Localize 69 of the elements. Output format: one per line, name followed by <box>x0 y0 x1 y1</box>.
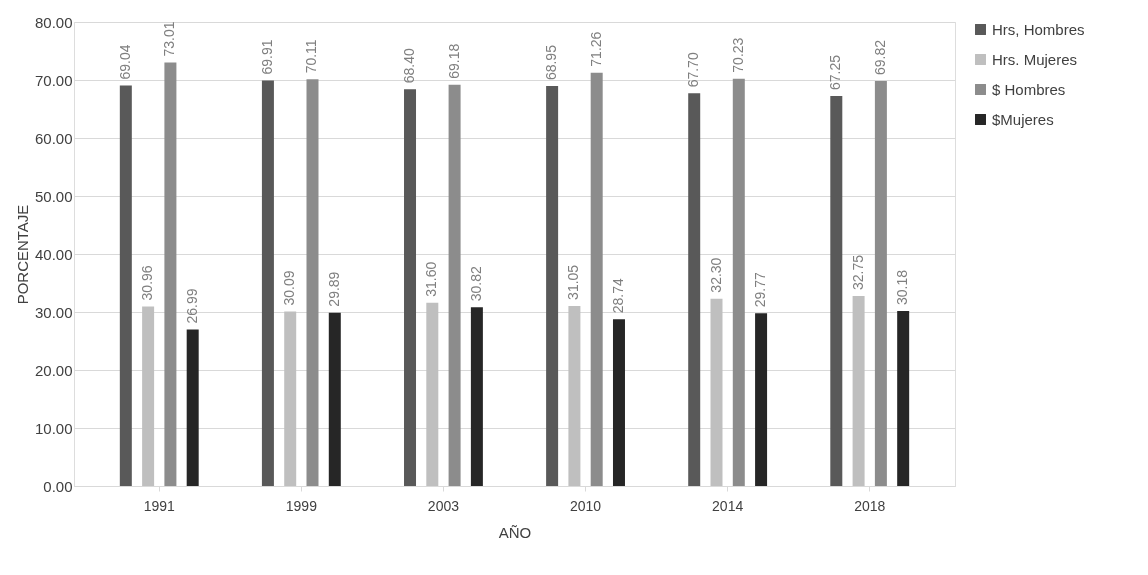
y-tick-label: 10.00 <box>34 419 73 437</box>
data-label: 31.05 <box>565 264 582 300</box>
data-label: 67.25 <box>827 54 844 90</box>
data-label: 73.01 <box>161 21 178 57</box>
bar <box>568 305 581 486</box>
legend-label: $Mujeres <box>992 110 1054 128</box>
data-label: 30.09 <box>281 270 298 306</box>
bar <box>448 84 461 486</box>
bar <box>261 80 274 486</box>
bar <box>710 298 723 486</box>
bar <box>874 81 887 486</box>
x-tick-label: 2018 <box>854 497 886 514</box>
bar <box>142 306 155 486</box>
bar <box>732 78 745 486</box>
legend-label: $ Hombres <box>992 80 1066 98</box>
data-label: 31.60 <box>423 261 440 297</box>
bar <box>830 95 843 486</box>
data-label: 71.26 <box>587 31 604 67</box>
data-label: 70.23 <box>729 37 746 73</box>
bar <box>284 311 297 486</box>
data-label: 28.74 <box>609 278 626 314</box>
data-label: 70.11 <box>303 39 320 74</box>
bar <box>328 312 341 486</box>
bar <box>164 62 177 486</box>
x-tick-label: 1999 <box>285 497 318 514</box>
bar <box>612 319 625 486</box>
bar <box>470 307 483 486</box>
bar <box>852 296 865 486</box>
y-tick-label: 70.00 <box>34 71 73 89</box>
x-tick-label: 1991 <box>143 497 176 514</box>
data-label: 68.95 <box>543 44 560 81</box>
data-label: 69.82 <box>871 39 888 76</box>
x-tick-label: 2010 <box>569 497 602 514</box>
bar <box>426 302 439 486</box>
legend-label: Hrs. Mujeres <box>992 50 1078 68</box>
x-axis-title: AÑO <box>498 523 532 541</box>
bar <box>688 93 701 486</box>
data-label: 29.89 <box>325 271 342 307</box>
bar <box>590 72 603 486</box>
data-label: 68.40 <box>401 48 418 84</box>
y-tick-label: 80.00 <box>34 13 73 31</box>
y-tick-label: 0.00 <box>43 477 73 495</box>
y-tick-label: 50.00 <box>34 187 73 205</box>
data-label: 30.18 <box>894 269 911 305</box>
x-tick-label: 2003 <box>427 497 460 514</box>
bar <box>897 310 910 486</box>
bar <box>186 329 199 486</box>
y-tick-label: 40.00 <box>34 245 73 263</box>
data-label: 30.96 <box>139 265 156 301</box>
data-label: 69.18 <box>445 43 462 79</box>
data-label: 32.30 <box>707 257 724 293</box>
data-label: 69.04 <box>116 44 133 80</box>
bar <box>404 89 417 486</box>
bar <box>306 79 319 486</box>
x-tick-label: 2014 <box>712 497 744 514</box>
y-tick-label: 30.00 <box>34 303 73 321</box>
data-label: 67.70 <box>685 52 702 88</box>
y-tick-label: 20.00 <box>34 361 73 379</box>
data-label: 32.75 <box>849 254 866 291</box>
legend-label: Hrs, Hombres <box>992 20 1085 38</box>
bar <box>546 86 559 486</box>
y-axis-title: PORCENTAJE <box>13 204 31 305</box>
data-label: 26.99 <box>183 288 200 324</box>
y-tick-label: 60.00 <box>34 129 73 147</box>
bar <box>119 85 132 486</box>
data-label: 69.91 <box>258 39 275 75</box>
data-label: 30.82 <box>467 266 484 302</box>
data-label: 29.77 <box>752 272 769 308</box>
bar <box>755 313 768 486</box>
